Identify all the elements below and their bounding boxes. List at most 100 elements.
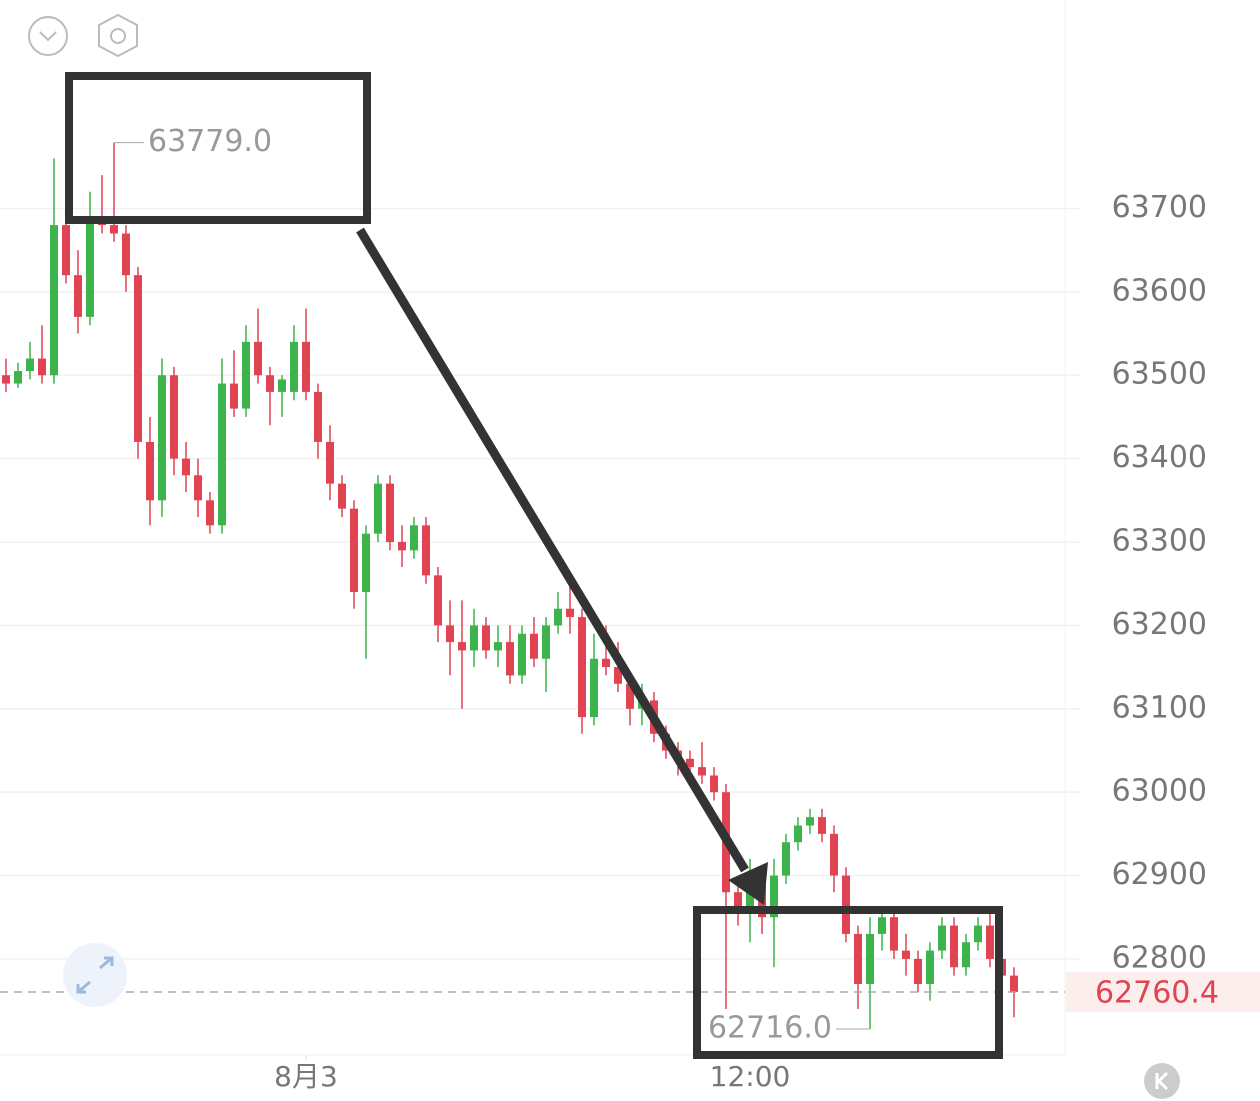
candle-body — [194, 475, 202, 501]
candle-body — [410, 525, 418, 551]
candle-body — [986, 925, 994, 959]
candle-body — [38, 358, 46, 376]
candle-body — [122, 233, 130, 276]
chevron-icon — [39, 31, 57, 42]
expand-bg — [63, 943, 127, 1007]
candle-body — [182, 458, 190, 476]
x-tick-label: 8月3 — [274, 1060, 338, 1093]
y-tick-label: 63200 — [1112, 607, 1207, 642]
candle-body — [26, 358, 34, 372]
x-tick-label: 12:00 — [710, 1060, 791, 1093]
candle-body — [218, 383, 226, 526]
candle-body — [446, 625, 454, 643]
candle-body — [50, 225, 58, 376]
candle-body — [146, 441, 154, 501]
candle-body — [878, 917, 886, 934]
candle-body — [542, 625, 550, 659]
candle-body — [770, 875, 778, 918]
candle-body — [578, 617, 586, 718]
candle-body — [230, 383, 238, 409]
y-tick-label: 62800 — [1112, 940, 1207, 975]
candle-body — [614, 667, 622, 684]
trend-arrow — [356, 227, 749, 873]
candle-body — [422, 525, 430, 576]
candle-body — [206, 500, 214, 526]
candle-body — [818, 817, 826, 834]
candle-body — [482, 625, 490, 651]
y-tick-label: 63100 — [1112, 690, 1207, 725]
candle-body — [866, 933, 874, 984]
candle-body — [494, 642, 502, 651]
candle-body — [950, 925, 958, 968]
plot-area: 62800 62900 63000 63100 63200 63300 63400 63500… — [0, 124, 1260, 1093]
k-bg — [1144, 1063, 1180, 1099]
candle-body — [2, 375, 10, 384]
candle-body — [170, 375, 178, 459]
candle-body — [890, 917, 898, 951]
candle-body — [110, 225, 118, 234]
candle-body — [1010, 975, 1018, 992]
candle-body — [374, 483, 382, 534]
y-tick-label: 63500 — [1112, 357, 1207, 392]
y-tick-label: 63000 — [1112, 774, 1207, 809]
candle-body — [926, 950, 934, 984]
extreme-label: 62716.0 — [708, 1010, 832, 1045]
candle-body — [14, 371, 22, 384]
candle-body — [530, 633, 538, 659]
candle-body — [566, 608, 574, 618]
candle-body — [62, 225, 70, 276]
candle-body — [314, 391, 322, 442]
candle-body — [902, 950, 910, 959]
candle-body — [386, 483, 394, 543]
candle-body — [398, 542, 406, 551]
highlight-box — [693, 906, 1003, 1059]
k-icon — [1155, 1071, 1169, 1091]
candle-body — [914, 958, 922, 984]
expand-button[interactable] — [63, 943, 127, 1007]
candle-body — [842, 875, 850, 934]
candle-body — [302, 341, 310, 392]
candle-body — [458, 642, 466, 651]
candle-body — [830, 833, 838, 876]
highlight-box — [65, 72, 371, 224]
candle-body — [686, 758, 694, 768]
y-tick-label: 62900 — [1112, 857, 1207, 892]
candle-body — [782, 842, 790, 876]
candle-body — [470, 625, 478, 651]
candle-body — [242, 341, 250, 409]
candle-body — [290, 341, 298, 392]
annotation-boxes — [65, 72, 1003, 1059]
candle-body — [734, 892, 742, 909]
candle-body — [518, 633, 526, 676]
expand-icon — [76, 956, 114, 994]
collapse-button[interactable] — [28, 16, 68, 56]
candle-body — [254, 341, 262, 376]
candle-body — [626, 683, 634, 709]
candle-body — [326, 441, 334, 484]
candle-body — [134, 275, 142, 442]
arrow-head — [728, 862, 768, 905]
candle-body — [278, 379, 286, 392]
settings-icon — [110, 28, 126, 44]
k-button[interactable] — [1144, 1063, 1180, 1099]
candle-body — [362, 533, 370, 593]
last-price-label: 62760.4 — [1095, 975, 1219, 1010]
candle-body — [506, 642, 514, 676]
candle-body — [698, 767, 706, 776]
candle-body — [602, 658, 610, 668]
y-tick-label: 63700 — [1112, 190, 1207, 225]
last-price-bg — [1066, 971, 1260, 1012]
candle-body — [338, 483, 346, 509]
candle-body — [350, 508, 358, 593]
candle-body — [158, 375, 166, 501]
extreme-label: 63779.0 — [148, 124, 272, 159]
candle-body — [806, 817, 814, 826]
candle-body — [794, 825, 802, 843]
settings-button[interactable] — [98, 13, 138, 58]
candle-body — [710, 775, 718, 793]
toolbar[interactable] — [28, 13, 138, 58]
candle-body — [854, 933, 862, 984]
y-tick-label: 63300 — [1112, 524, 1207, 559]
